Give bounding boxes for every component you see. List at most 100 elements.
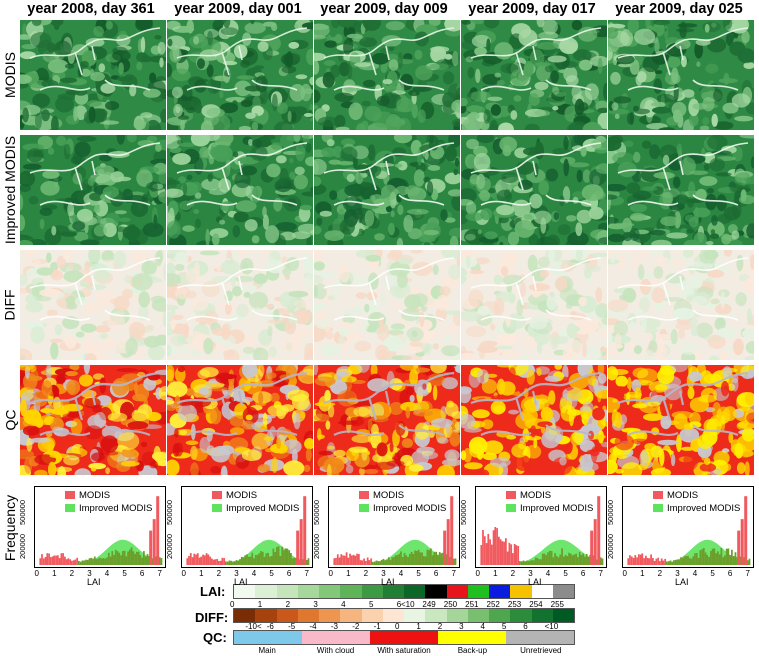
colorbar-tick: 2 bbox=[437, 622, 443, 631]
qc-map bbox=[20, 365, 166, 475]
histogram-bar bbox=[706, 555, 709, 565]
histogram-xtick: 3 bbox=[87, 569, 92, 578]
histogram-bar bbox=[93, 556, 96, 565]
histogram-bar bbox=[158, 557, 161, 565]
histogram-bar bbox=[505, 538, 507, 565]
colorbar-tick: -6 bbox=[266, 622, 274, 631]
histogram-bar bbox=[99, 557, 101, 565]
row-label-frequency: Frequency bbox=[2, 494, 18, 562]
histogram-bar bbox=[739, 556, 742, 565]
histogram-bar bbox=[669, 560, 672, 565]
qc-category-label: With cloud bbox=[316, 646, 355, 655]
colorbar-cell bbox=[255, 585, 277, 598]
histogram-bar bbox=[627, 558, 630, 565]
histogram-spike bbox=[740, 519, 744, 565]
histogram-bar bbox=[129, 549, 131, 565]
histogram-bar bbox=[216, 558, 219, 565]
colorbar-tick: 254 bbox=[529, 600, 543, 609]
histogram-bar bbox=[48, 553, 50, 565]
histogram-bar bbox=[253, 558, 255, 565]
histogram-xtick: 7 bbox=[745, 569, 750, 578]
histogram-bar bbox=[272, 548, 275, 565]
histogram-bar bbox=[699, 550, 702, 565]
histogram-bar bbox=[134, 553, 137, 565]
histogram-bar bbox=[160, 558, 163, 565]
histogram-bar bbox=[548, 550, 551, 565]
colorbar-cell bbox=[489, 609, 511, 622]
histogram-bar bbox=[291, 558, 294, 565]
histogram-bar bbox=[295, 557, 298, 565]
improved-modis-map bbox=[461, 135, 607, 245]
histogram-bar bbox=[683, 556, 686, 565]
histogram-bar bbox=[258, 553, 261, 565]
histogram-bar bbox=[423, 556, 425, 565]
colorbar-tick: 1 bbox=[416, 622, 421, 631]
column-title: year 2008, day 361 bbox=[27, 1, 155, 17]
histogram-bar bbox=[667, 561, 670, 565]
colorbar-tick: 249 bbox=[422, 600, 436, 609]
histogram-bar bbox=[410, 551, 413, 565]
lai-colorbar-label: LAI: bbox=[200, 584, 226, 599]
legend-swatch bbox=[65, 491, 75, 500]
histogram-bar bbox=[713, 548, 716, 565]
histogram-bar bbox=[307, 558, 310, 565]
histogram-bar bbox=[347, 557, 350, 565]
histogram-xtick: 4 bbox=[104, 569, 110, 578]
histogram-bar bbox=[239, 559, 241, 565]
histogram-bar bbox=[281, 546, 284, 565]
histogram-bar bbox=[697, 558, 700, 565]
qc-map bbox=[608, 365, 754, 475]
histogram-bar bbox=[664, 558, 667, 565]
histogram-bar bbox=[242, 557, 245, 565]
histogram-bar bbox=[681, 558, 684, 565]
histogram-bar bbox=[400, 551, 402, 565]
colorbar-cell bbox=[425, 609, 447, 622]
histogram-bar bbox=[655, 558, 658, 565]
colorbar-cell bbox=[404, 585, 426, 598]
histogram-bar bbox=[251, 552, 254, 565]
histogram-bar bbox=[298, 559, 301, 565]
column-title: year 2009, day 017 bbox=[468, 1, 596, 17]
histogram-bar bbox=[361, 560, 364, 565]
histogram-bar bbox=[666, 561, 668, 565]
histogram-bar bbox=[732, 556, 735, 565]
histogram-bar bbox=[204, 555, 206, 565]
histogram-bar bbox=[545, 555, 548, 565]
colorbar-cell bbox=[552, 609, 574, 622]
histogram-legend: MODIS Improved MODIS bbox=[653, 489, 740, 515]
histogram-ytick: 200000 bbox=[459, 533, 469, 560]
histogram-bar bbox=[214, 559, 217, 565]
colorbar-cell bbox=[340, 585, 362, 598]
colorbar-cell bbox=[276, 585, 298, 598]
histogram-bar bbox=[431, 555, 434, 565]
histogram-bar bbox=[398, 553, 401, 565]
qc-category-label: Back-up bbox=[457, 646, 488, 655]
histogram-bar bbox=[559, 554, 562, 565]
histogram-spike bbox=[744, 496, 748, 565]
histogram-bar bbox=[340, 554, 343, 565]
histogram-spike bbox=[152, 519, 156, 565]
colorbar-cell bbox=[361, 585, 383, 598]
histogram-bar bbox=[237, 560, 240, 565]
histogram-bar bbox=[256, 554, 259, 565]
histogram-bar bbox=[375, 560, 378, 565]
histogram-bar bbox=[198, 557, 201, 565]
histogram-bar bbox=[365, 561, 367, 565]
histogram-xtick: 6 bbox=[580, 569, 586, 578]
histogram-bar bbox=[687, 556, 689, 565]
histogram-bar bbox=[508, 542, 511, 565]
frequency-histogram: MODIS Improved MODIS bbox=[475, 486, 607, 568]
histogram-xlabel: LAI bbox=[87, 577, 101, 587]
improved-modis-map bbox=[608, 135, 754, 245]
histogram-xtick: 2 bbox=[363, 569, 369, 578]
histogram-xtick: 0 bbox=[328, 569, 333, 578]
histogram-bar bbox=[540, 559, 542, 565]
histogram-spike bbox=[737, 530, 741, 565]
histogram-xtick: 5 bbox=[269, 569, 274, 578]
colorbar-tick: -1 bbox=[373, 622, 381, 631]
histogram-ytick: 500000 bbox=[459, 499, 469, 526]
histogram-bar bbox=[727, 548, 730, 565]
histogram-bar bbox=[202, 554, 204, 565]
frequency-histogram: MODIS Improved MODIS bbox=[34, 486, 166, 568]
colorbar-cell bbox=[467, 585, 489, 598]
